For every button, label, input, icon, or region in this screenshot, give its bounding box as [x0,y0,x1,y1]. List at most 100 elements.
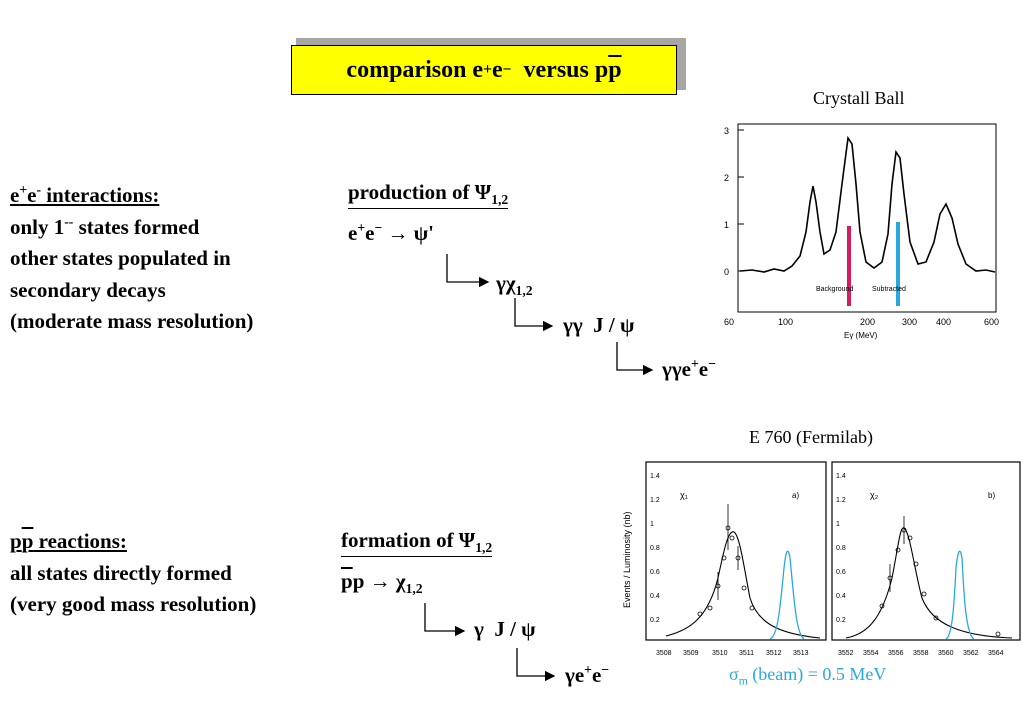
prod-s4-sup1: + [690,356,699,371]
pb-xtick-3560: 3560 [938,650,954,657]
formation-heading-text: formation of Ψ [341,528,476,552]
pb-ytick-14: 1.4 [836,473,846,480]
pb-xtick-3562: 3562 [963,650,979,657]
pb-ytick-04: 0.4 [836,593,846,600]
pb-xtick-3554: 3554 [863,650,879,657]
crystal-ball-caption: Crystall Ball [813,88,905,108]
ee-block: e+e- interactions: only 1-- states forme… [10,180,253,338]
ee-heading-a: e [10,183,20,207]
pa-xtick-3511: 3511 [739,650,754,657]
cb-frame [737,123,997,313]
cb-marker-right [896,222,900,306]
pp-line-1: all states directly formed [10,560,232,585]
pa-ytick-04: 0.4 [650,593,660,600]
prod-s4-a: γγe [662,357,691,381]
pp-block: pp reactions: all states directly formed… [10,526,256,621]
form-s1-pbar: p [341,569,353,593]
panel-a-fit-curve [665,531,821,639]
pp-heading: pp reactions: [10,526,256,558]
production-step-3: γγ J / ψ [563,313,635,337]
pa-xtick-3512: 3512 [766,650,782,657]
ee-line1-a: only 1 [10,214,65,239]
cb-xtick-200: 200 [860,317,875,327]
pp-heading-pbar: p [21,529,34,553]
pb-ytick-06: 0.6 [836,569,846,576]
production-step-4: γγe+e− [662,354,716,386]
cb-annotation-left: Background [816,286,853,293]
cb-y-ticks: 3 2 1 0 [724,126,744,277]
pb-xtick-3558: 3558 [913,650,929,657]
pb-ytick-12: 1.2 [836,497,846,504]
ee-heading-sup1: + [19,182,28,197]
pa-ytick-12: 1.2 [650,497,660,504]
e760-panel-a: 1.4 1.2 1 0.8 0.6 0.4 0.2 χ₁ a) 3508 350… [645,461,827,657]
pa-ytick-1: 1 [650,521,654,528]
prod-s4-b: e [698,357,709,381]
pa-xtick-3508: 3508 [656,650,672,657]
prod-s2-sub: 1,2 [515,283,533,299]
cb-ytick-0: 0 [724,267,729,277]
pp-line-2: (very good mass resolution) [10,592,257,616]
pa-xtick-3513: 3513 [793,650,809,657]
form-s3-a: γe [565,663,585,687]
ee-heading-sup2: - [36,182,41,197]
pa-ytick-06: 0.6 [650,569,660,576]
sigma-caption: σm (beam) = 0.5 MeV [729,664,886,687]
cb-ytick-3: 3 [724,126,729,136]
e760-caption: E 760 (Fermilab) [749,427,873,447]
panel-b-label: χ₂ [870,490,879,500]
pa-ytick-08: 0.8 [650,545,660,552]
e760-plot: Events / Luminosity (nb) 1.4 1.2 1 0.8 0… [620,458,1022,673]
cb-x-ticks: 60 100 200 300 400 600 [724,317,999,327]
ee-line1-sup: -- [64,213,74,229]
prod-s1-c: → ψ' [382,221,435,245]
cb-xtick-300: 300 [902,317,917,327]
arrow-form-2 [516,648,556,682]
pp-heading-p: p [10,529,22,553]
cb-xtick-600: 600 [984,317,999,327]
arrow-prod-1 [446,254,490,288]
panel-b-frame [831,461,1021,641]
prod-s1-sup2: − [374,220,383,235]
panel-a-beam-curve [769,550,805,640]
cb-xtick-100: 100 [778,317,793,327]
pb-xtick-3552: 3552 [838,650,854,657]
production-heading-text: production of Ψ [348,180,492,204]
arrow-prod-2 [514,298,554,332]
cb-marker-left [847,226,851,306]
formation-heading-sub: 1,2 [475,540,493,556]
ee-line1-b: states formed [73,214,200,239]
pb-ytick-02: 0.2 [836,617,846,624]
panel-b-x-ticks: 3552 3554 3556 3558 3560 3562 3564 [838,650,1004,657]
title-text-c: versus p [511,56,609,83]
production-step-2: γχ1,2 [496,268,533,300]
prod-s1-a: e [348,221,358,245]
e760-panel-b: 1.4 1.2 1 0.8 0.6 0.4 0.2 χ₂ b) 3552 355… [831,461,1021,657]
sigma-symbol: σ [729,664,739,684]
panel-b-data-points [879,516,1001,637]
formation-step-1: pp → χ1,2 [341,566,423,598]
form-s3-b: e [591,663,602,687]
panel-a-label: χ₁ [680,490,688,500]
form-s1-p: p [352,569,365,593]
formation-step-2: γ J / ψ [474,617,536,641]
cb-annotation-right: Subtracted [872,286,906,293]
pa-xtick-3509: 3509 [683,650,699,657]
ee-heading-c: interactions: [40,183,160,207]
panel-a-frame [645,461,827,641]
pa-xtick-3510: 3510 [712,650,728,657]
prod-s4-sup2: − [708,356,716,371]
panel-a-x-ticks: 3508 3509 3510 3511 3512 3513 [656,650,809,657]
cb-ytick-1: 1 [724,220,729,230]
title-text-b: e [491,56,503,83]
pb-ytick-08: 0.8 [836,545,846,552]
panel-b-fit-curve [845,527,1013,639]
cb-xtick-60: 60 [724,317,734,327]
form-s1-c: → χ [364,569,406,593]
ee-heading-b: e [27,183,37,207]
prod-s1-b: e [365,221,375,245]
arrow-prod-3 [616,342,654,376]
form-s3-sup1: + [584,662,592,677]
formation-step-3: γe+e− [565,660,609,692]
